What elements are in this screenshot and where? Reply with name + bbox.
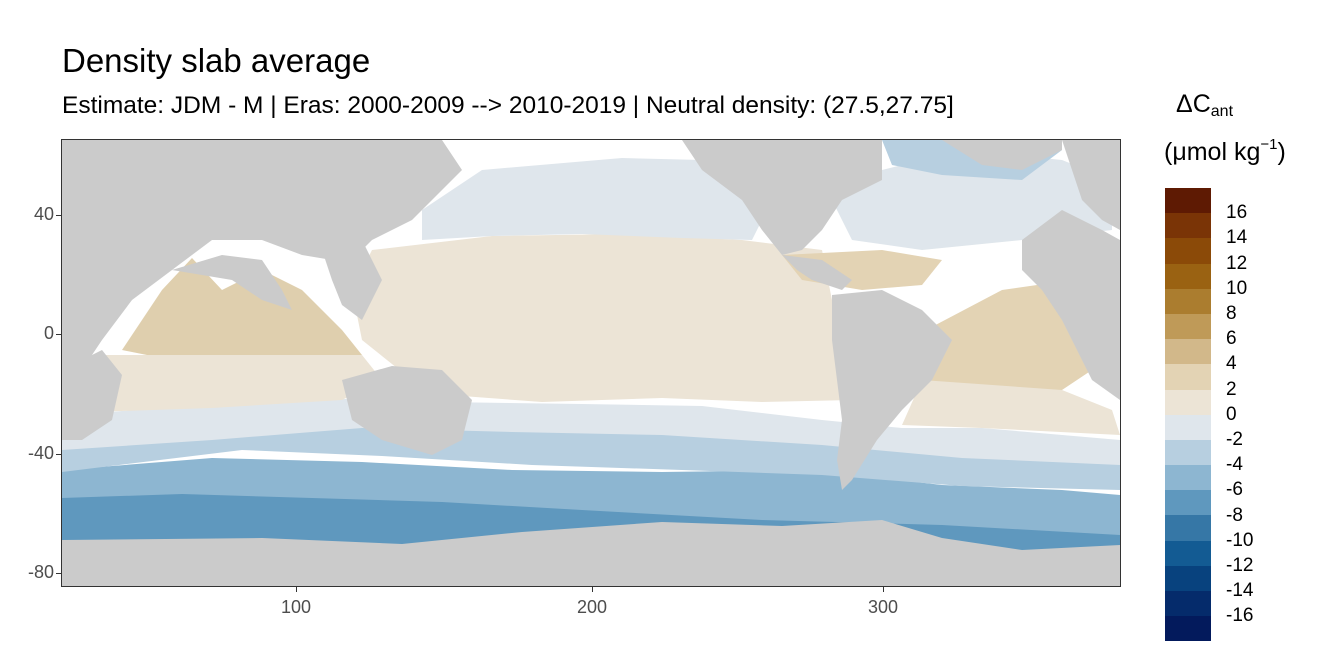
legend-label: -12 — [1226, 555, 1254, 576]
y-tick-mark — [56, 454, 62, 455]
legend-swatch — [1165, 339, 1211, 365]
land-greenland — [942, 140, 1062, 170]
legend-swatch — [1165, 490, 1211, 516]
land-europe-north — [1062, 140, 1120, 230]
y-tick-mark — [56, 334, 62, 335]
legend-title: ΔCant — [1176, 90, 1234, 120]
land-indochina — [322, 240, 382, 320]
legend-label: 2 — [1226, 378, 1237, 400]
legend-swatch — [1165, 263, 1211, 289]
map-title: Density slab average — [62, 42, 371, 79]
legend-swatch — [1165, 439, 1211, 466]
legend-label: -6 — [1226, 479, 1243, 501]
legend-swatch — [1165, 213, 1211, 239]
legend-swatch — [1165, 188, 1211, 214]
legend-label: -14 — [1226, 580, 1254, 602]
legend-colorbar — [1165, 188, 1211, 642]
legend-swatch — [1165, 465, 1211, 491]
land-masses — [62, 140, 1120, 586]
x-tick-mark — [296, 586, 297, 592]
x-tick-mark — [883, 586, 884, 592]
pacific-positive-area — [352, 234, 852, 402]
legend-label: 14 — [1226, 227, 1248, 249]
map-canvas — [62, 140, 1120, 586]
legend-label: -16 — [1226, 605, 1254, 627]
x-tick-label: 200 — [576, 597, 608, 617]
legend-label: -8 — [1226, 504, 1243, 526]
land-africa-south — [62, 350, 122, 440]
legend-swatch — [1165, 565, 1211, 591]
land-north-america — [682, 140, 882, 255]
map-subtitle: Estimate: JDM - M | Eras: 2000-2009 --> … — [62, 92, 954, 119]
legend-label: 4 — [1226, 353, 1237, 375]
legend-swatch — [1165, 364, 1211, 390]
land-europe-africa-east — [1022, 210, 1120, 400]
southern-ocean-neutral — [62, 398, 1120, 465]
y-tick-label: 0 — [43, 323, 54, 343]
land-australia — [342, 366, 472, 455]
legend-swatch — [1165, 414, 1211, 440]
x-tick-label: 100 — [280, 597, 312, 617]
legend-label: 6 — [1226, 328, 1237, 350]
legend-swatch — [1165, 515, 1211, 541]
indian-positive-area — [122, 258, 362, 358]
legend-label: -4 — [1226, 454, 1243, 476]
x-tick-label: 300 — [867, 597, 899, 617]
south-atlantic-low — [902, 380, 1120, 435]
indian-low-area — [92, 355, 382, 412]
y-tick-mark — [56, 573, 62, 574]
legend-label: -10 — [1226, 529, 1254, 551]
legend-label: 10 — [1226, 277, 1248, 299]
land-south-america — [832, 290, 952, 490]
legend-swatch — [1165, 389, 1211, 415]
legend-label: 8 — [1226, 303, 1237, 324]
north-pacific-negative — [422, 158, 762, 240]
south-atlantic-positive — [907, 280, 1102, 390]
land-asia-east — [322, 140, 462, 260]
legend-swatch — [1165, 238, 1211, 264]
legend-swatch — [1165, 616, 1211, 642]
y-tick-mark — [56, 215, 62, 216]
legend-label: 16 — [1226, 202, 1248, 224]
legend-label: 12 — [1226, 252, 1248, 274]
legend-label: -2 — [1226, 429, 1243, 450]
land-central-america — [782, 255, 852, 290]
y-tick-label: -80 — [27, 562, 54, 582]
legend-swatch — [1165, 540, 1211, 566]
y-tick-label: 40 — [33, 204, 54, 224]
legend-label: 0 — [1226, 403, 1237, 425]
legend-swatch — [1165, 313, 1211, 340]
legend-unit: (μmol kg−1) — [1164, 136, 1286, 166]
land-eurasia-africa — [62, 140, 412, 380]
legend-swatch — [1165, 591, 1211, 617]
land-arabia-india — [172, 255, 292, 310]
land-antarctica — [62, 520, 1120, 586]
x-tick-mark — [592, 586, 593, 592]
legend-swatch — [1165, 288, 1211, 314]
y-tick-label: -40 — [27, 443, 54, 463]
map-panel — [61, 139, 1121, 587]
